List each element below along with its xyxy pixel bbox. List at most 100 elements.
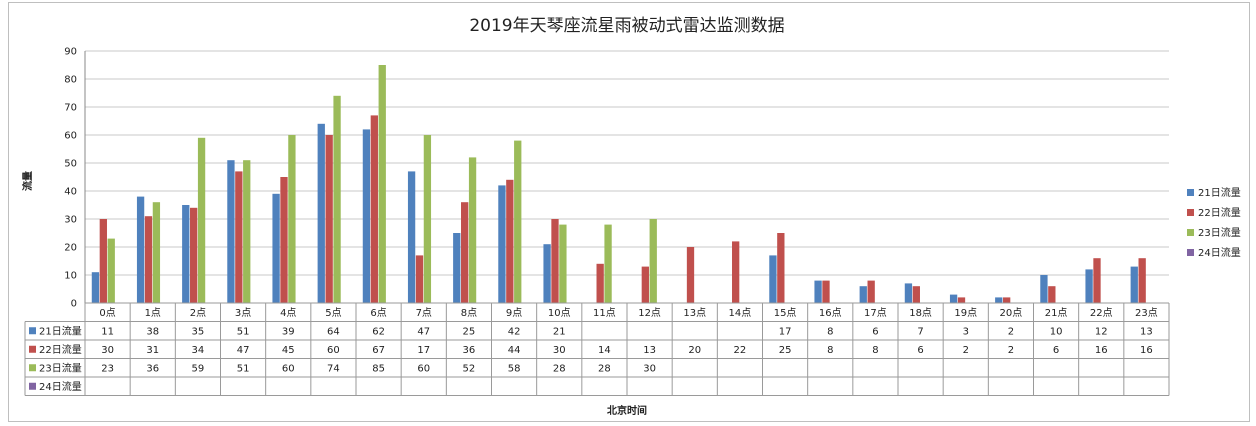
data-label: 60: [327, 345, 340, 356]
x-tick-label: 15点: [774, 307, 797, 319]
data-label: 85: [372, 364, 385, 375]
data-label: 45: [282, 345, 295, 356]
bar: [182, 205, 190, 303]
bar: [91, 272, 100, 303]
data-label: 7: [917, 327, 923, 338]
bar: [1048, 286, 1056, 303]
bar: [227, 160, 235, 303]
bar: [362, 129, 371, 303]
x-tick-label: 18点: [909, 307, 932, 319]
chart-svg: 2019年天琴座流星雨被动式雷达监测数据 流量 0 10 20 30 40 50 60 70 8…: [21, 16, 1241, 417]
bar: [1093, 258, 1101, 303]
data-label: 28: [598, 364, 611, 375]
bar: [453, 233, 461, 303]
bar: [407, 171, 416, 303]
data-table: 0点 1点 2点 3点 4点 5点 6点 7点 8点 9点 10点 11点 12点 13点 14点 15点 16…: [24, 302, 1170, 396]
x-tick-label: 4点: [280, 307, 296, 319]
bar: [859, 286, 867, 303]
data-label: 31: [146, 345, 159, 356]
data-label: 44: [508, 345, 521, 356]
bar: [506, 179, 514, 303]
x-tick-label: 3点: [235, 307, 251, 319]
data-label: 30: [553, 345, 566, 356]
bar: [604, 224, 612, 303]
bar: [378, 65, 386, 303]
bar: [596, 263, 604, 303]
x-tick-label: 16点: [819, 307, 842, 319]
data-label: 60: [417, 364, 430, 375]
x-tick-label: 9点: [506, 307, 522, 319]
bar: [822, 280, 830, 303]
data-label: 74: [327, 364, 340, 375]
table-series-label: 24日流量: [39, 380, 82, 393]
legend-label: 23日流量: [1198, 226, 1241, 239]
bar: [423, 135, 432, 303]
bar: [415, 255, 424, 303]
table-series-label: 22日流量: [39, 343, 82, 356]
data-label: 13: [1140, 327, 1153, 338]
data-label: 36: [463, 345, 476, 356]
data-label: 2: [963, 345, 969, 356]
data-label: 35: [192, 327, 205, 338]
bar: [551, 219, 559, 303]
data-label: 59: [192, 364, 205, 375]
x-tick-label: 21点: [1045, 307, 1068, 319]
x-axis-title: 北京时间: [607, 404, 647, 417]
data-label: 2: [1008, 345, 1014, 356]
y-tick-label: 90: [64, 47, 77, 58]
x-tick-label: 20点: [1000, 307, 1023, 319]
bar: [99, 219, 107, 303]
data-label: 6: [872, 327, 878, 338]
data-label: 64: [327, 327, 340, 338]
data-label: 39: [282, 327, 295, 338]
legend-label: 22日流量: [1198, 206, 1241, 219]
bar: [769, 255, 777, 303]
data-label: 28: [553, 364, 566, 375]
data-label: 11: [101, 327, 114, 338]
data-label: 2: [1008, 327, 1014, 338]
data-label: 21: [553, 327, 566, 338]
legend-key: [1187, 189, 1194, 196]
data-label: 51: [237, 364, 250, 375]
data-label: 34: [192, 345, 205, 356]
bar: [867, 280, 875, 303]
data-label: 30: [643, 364, 656, 375]
x-tick-label: 13点: [683, 307, 706, 319]
bar: [1130, 266, 1138, 303]
data-label: 36: [146, 364, 159, 375]
bar: [152, 202, 161, 303]
bar: [288, 135, 296, 303]
y-tick-label: 20: [64, 243, 77, 254]
bar: [272, 193, 280, 303]
y-axis-title: 流量: [21, 171, 34, 191]
bar: [686, 247, 695, 303]
data-label: 47: [237, 345, 250, 356]
data-label: 47: [417, 327, 430, 338]
bar: [333, 95, 341, 303]
data-label: 12: [1095, 327, 1108, 338]
data-label: 23: [101, 364, 114, 375]
data-label: 16: [1095, 345, 1108, 356]
data-label: 20: [688, 345, 701, 356]
data-label: 42: [508, 327, 521, 338]
bar: [144, 216, 153, 303]
data-label: 6: [917, 345, 923, 356]
bar: [559, 224, 567, 303]
bar-layer: [91, 65, 1146, 304]
table-legend-key: [29, 327, 36, 335]
bar: [649, 219, 657, 303]
bar: [904, 283, 913, 303]
x-tick-label: 1点: [145, 307, 161, 319]
bar: [732, 241, 740, 303]
legend-label: 24日流量: [1198, 246, 1241, 259]
data-label: 22: [734, 345, 747, 356]
y-tick-label: 10: [64, 271, 77, 282]
legend-label: 21日流量: [1198, 186, 1241, 199]
bar: [995, 297, 1003, 303]
table-series-label: 21日流量: [39, 325, 82, 338]
bar: [514, 140, 522, 303]
data-label: 3: [963, 327, 969, 338]
bar: [280, 177, 288, 303]
data-label: 52: [463, 364, 476, 375]
bar: [1138, 258, 1146, 303]
